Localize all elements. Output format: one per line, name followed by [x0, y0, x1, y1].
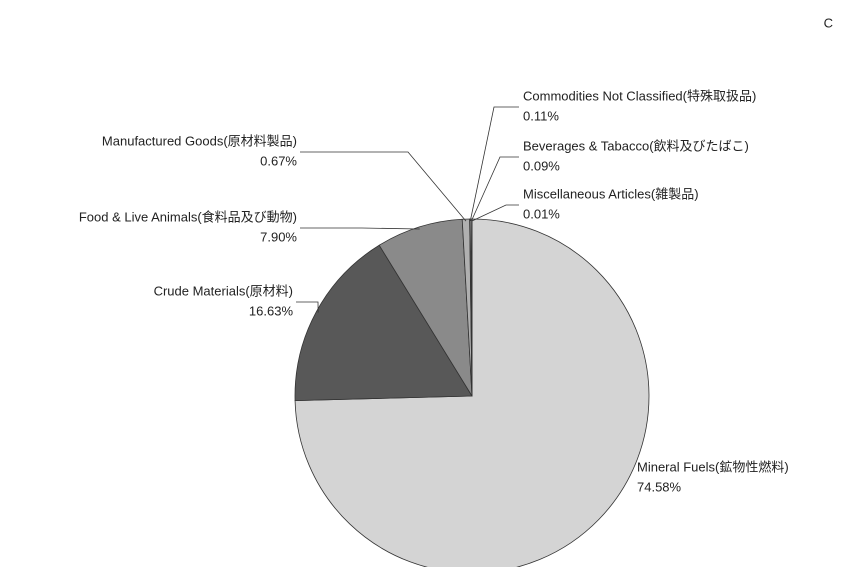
slice-label: Crude Materials(原材料)	[154, 283, 293, 298]
slice-value: 74.58%	[637, 479, 682, 494]
slice-label: Food & Live Animals(食料品及び動物)	[79, 209, 297, 224]
leader-line	[469, 106, 519, 222]
slice-label: Mineral Fuels(鉱物性燃料)	[637, 459, 789, 474]
leader-line	[471, 204, 519, 222]
slice-label: Manufactured Goods(原材料製品)	[102, 133, 297, 148]
slice-value: 0.67%	[260, 153, 297, 168]
chart-title: C	[824, 15, 833, 30]
slice-value: 0.01%	[523, 206, 560, 221]
leader-line	[300, 227, 420, 230]
leader-line	[296, 301, 319, 313]
slice-label: Miscellaneous Articles(雑製品)	[523, 186, 699, 201]
slice-value: 7.90%	[260, 229, 297, 244]
pie-slice	[294, 244, 473, 401]
slice-label: Commodities Not Classified(特殊取扱品)	[523, 88, 756, 103]
slice-value: 0.11%	[523, 108, 559, 123]
slice-value: 0.09%	[523, 158, 560, 173]
slice-value: 16.63%	[249, 303, 294, 318]
slice-label: Beverages & Tabacco(飲料及びたばこ)	[523, 138, 749, 153]
leader-line	[300, 151, 467, 222]
leader-line	[471, 156, 519, 222]
